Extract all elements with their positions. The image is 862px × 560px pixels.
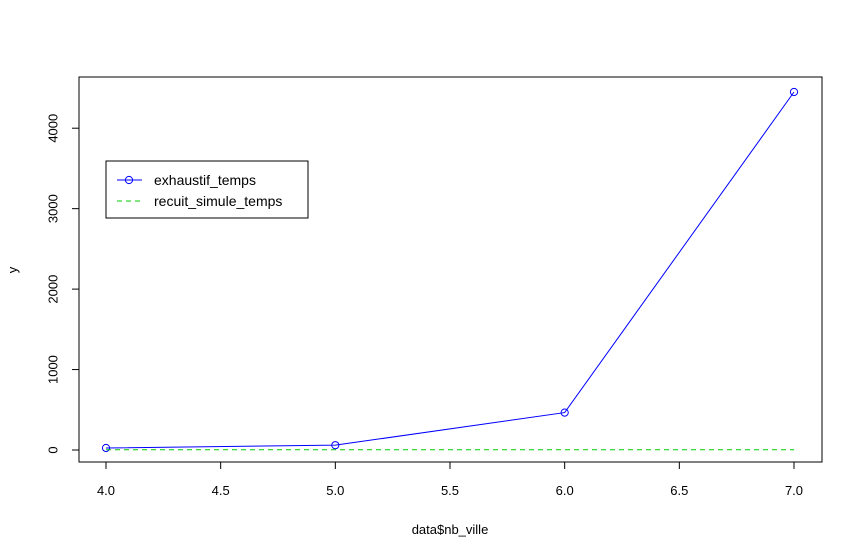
x-tick-label: 5.5 xyxy=(441,483,459,498)
legend-label-recuit-simule-temps: recuit_simule_temps xyxy=(154,193,282,209)
y-tick-label: 2000 xyxy=(46,275,61,304)
legend-box xyxy=(105,160,309,219)
legend-label-exhaustif-temps: exhaustif_temps xyxy=(154,172,256,188)
x-tick-label: 6.0 xyxy=(556,483,574,498)
plot-frame xyxy=(78,76,823,463)
x-tick-label: 6.5 xyxy=(670,483,688,498)
x-axis-label: data$nb_ville xyxy=(412,522,489,537)
legend-marker-exhaustif-temps xyxy=(124,175,134,185)
legend: exhaustif_temps recuit_simule_temps xyxy=(105,160,309,219)
y-tick-label: 0 xyxy=(46,446,61,453)
data-point xyxy=(101,443,111,453)
y-tick-label: 1000 xyxy=(46,355,61,384)
data-point xyxy=(331,441,340,450)
x-tick-label: 5.0 xyxy=(326,483,344,498)
y-tick-label: 3000 xyxy=(46,194,61,223)
x-tick-label: 4.5 xyxy=(212,483,230,498)
series-layer xyxy=(101,87,799,453)
x-tick-label: 4.0 xyxy=(97,483,115,498)
x-axis: 4.0 4.5 5.0 5.5 6.0 6.5 7.0 xyxy=(97,461,803,498)
series-line-exhaustif-temps xyxy=(105,91,795,449)
data-point xyxy=(560,408,569,417)
y-axis-label: y xyxy=(5,266,20,273)
y-axis: 0 1000 2000 3000 4000 xyxy=(46,114,80,454)
y-tick-label: 4000 xyxy=(46,114,61,143)
data-point xyxy=(789,87,799,97)
x-tick-label: 7.0 xyxy=(785,483,803,498)
